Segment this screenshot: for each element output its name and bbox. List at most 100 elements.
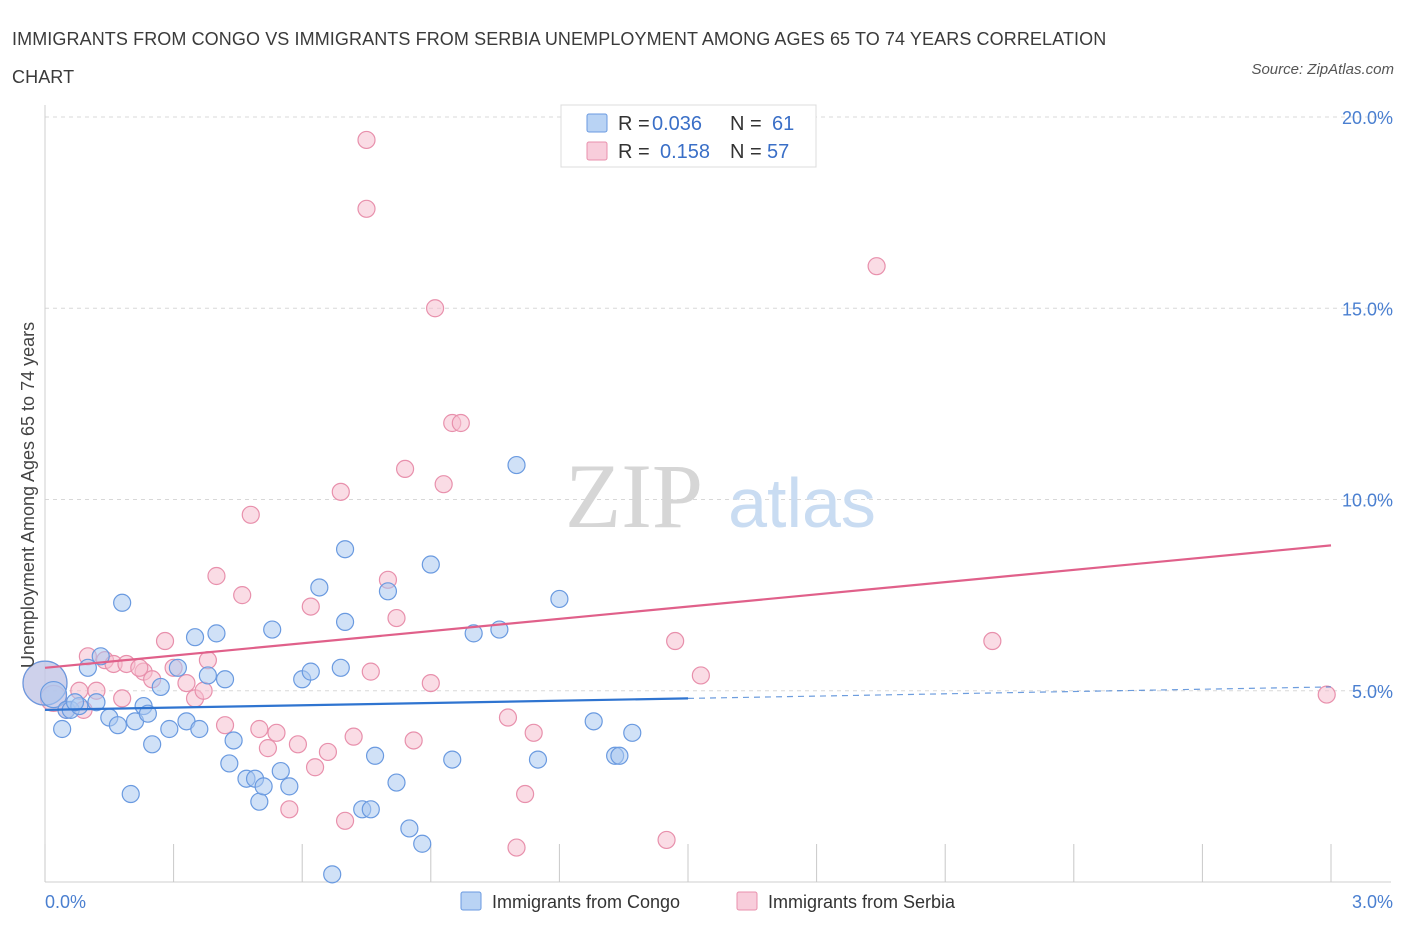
congo-point — [335, 540, 355, 559]
congo-point — [335, 612, 355, 632]
serbia-point — [498, 708, 518, 727]
congo-point — [584, 712, 603, 731]
congo-point — [413, 834, 432, 853]
serbia-point — [250, 719, 269, 739]
serbia-point — [983, 631, 1002, 651]
serbia-point — [301, 597, 320, 616]
congo-point — [443, 750, 462, 769]
serbia-point — [361, 662, 380, 681]
congo-point — [623, 723, 642, 742]
x-tick-label: 3.0% — [1352, 892, 1393, 912]
congo-point — [138, 704, 157, 723]
y-tick-label: 15.0% — [1342, 299, 1393, 319]
congo-point — [400, 819, 419, 838]
congo-point — [224, 731, 243, 750]
serbia-point — [318, 742, 338, 762]
y-tick-label: 5.0% — [1352, 682, 1393, 702]
congo-point — [254, 777, 273, 796]
serbia-point — [267, 723, 286, 742]
serbia-point — [395, 459, 415, 478]
congo-point — [323, 865, 342, 884]
serbia-point — [241, 505, 260, 524]
congo-point — [220, 754, 239, 773]
serbia-point — [305, 758, 325, 777]
congo-point — [185, 628, 205, 647]
congo-point — [87, 693, 106, 712]
legend-r-label-congo: R = — [618, 113, 650, 135]
congo-point — [215, 670, 235, 689]
legend-swatch-congo — [586, 113, 608, 133]
serbia-point — [357, 199, 376, 218]
bottom-legend-swatch-congo — [460, 891, 482, 911]
congo-point — [387, 773, 406, 792]
congo-point — [65, 693, 85, 712]
congo-point — [263, 620, 282, 639]
congo-point — [198, 666, 217, 685]
congo-point — [365, 746, 385, 765]
serbia-point — [207, 566, 226, 586]
serbia-point — [198, 651, 217, 670]
serbia-point — [666, 631, 685, 651]
congo-point — [464, 624, 483, 643]
congo-points — [22, 455, 642, 884]
serbia-point — [404, 731, 423, 750]
congo-point — [39, 680, 68, 709]
congo-point — [310, 578, 329, 597]
x-tick-label: 0.0% — [45, 892, 86, 912]
congo-point — [151, 677, 170, 697]
legend-r-label-serbia: R = — [618, 141, 650, 163]
bottom-legend-label-serbia: Immigrants from Serbia — [768, 892, 956, 912]
y-tick-label: 10.0% — [1342, 491, 1393, 511]
serbia-point — [425, 299, 445, 318]
serbia-trend-line — [44, 544, 1332, 669]
source-label: Source: ZipAtlas.com — [1251, 61, 1394, 78]
serbia-point — [387, 608, 406, 628]
serbia-point — [331, 482, 350, 501]
bottom-legend: Immigrants from Congo Immigrants from Se… — [460, 891, 956, 912]
legend-r-value-serbia: 0.158 — [660, 141, 710, 163]
serbia-point — [516, 784, 535, 804]
watermark-atlas: atlas — [728, 464, 876, 542]
congo-trend-line-extrapolated — [687, 686, 1332, 699]
serbia-point — [691, 666, 710, 685]
serbia-point — [215, 716, 235, 735]
serbia-point — [524, 723, 543, 742]
serbia-point — [155, 631, 175, 651]
serbia-point — [657, 830, 676, 850]
congo-point — [528, 750, 548, 769]
congo-point — [507, 455, 526, 475]
congo-point — [160, 719, 179, 739]
congo-point — [550, 589, 569, 609]
congo-point — [91, 647, 110, 666]
serbia-point — [507, 838, 526, 857]
legend-box: R = 0.036 N = 61 R = 0.158 N = 57 — [560, 104, 817, 168]
serbia-point — [1317, 685, 1336, 704]
axes — [44, 105, 1391, 883]
congo-point — [301, 662, 320, 681]
congo-point — [53, 719, 72, 739]
chart-title: IMMIGRANTS FROM CONGO VS IMMIGRANTS FROM… — [12, 29, 1107, 87]
congo-point — [610, 746, 629, 765]
legend-n-label-serbia: N = — [730, 141, 762, 163]
serbia-point — [280, 800, 299, 819]
serbia-point — [867, 257, 886, 276]
congo-point — [168, 658, 187, 677]
y-tick-label: 20.0% — [1342, 108, 1393, 128]
legend-r-value-congo: 0.036 — [652, 113, 702, 135]
congo-point — [207, 624, 226, 643]
congo-point — [280, 777, 299, 796]
serbia-point — [335, 811, 355, 830]
serbia-point — [177, 673, 196, 693]
congo-trend-line — [44, 697, 689, 711]
congo-point — [361, 800, 380, 819]
watermark: ZIP atlas — [565, 445, 876, 547]
legend-swatch-serbia — [586, 141, 608, 161]
legend-n-value-serbia: 57 — [767, 141, 789, 163]
serbia-point — [194, 681, 213, 700]
legend-n-label-congo: N = — [730, 113, 762, 135]
bottom-legend-swatch-serbia — [736, 891, 758, 911]
serbia-point — [451, 413, 470, 433]
bottom-legend-label-congo: Immigrants from Congo — [492, 892, 680, 912]
congo-point — [143, 735, 162, 754]
